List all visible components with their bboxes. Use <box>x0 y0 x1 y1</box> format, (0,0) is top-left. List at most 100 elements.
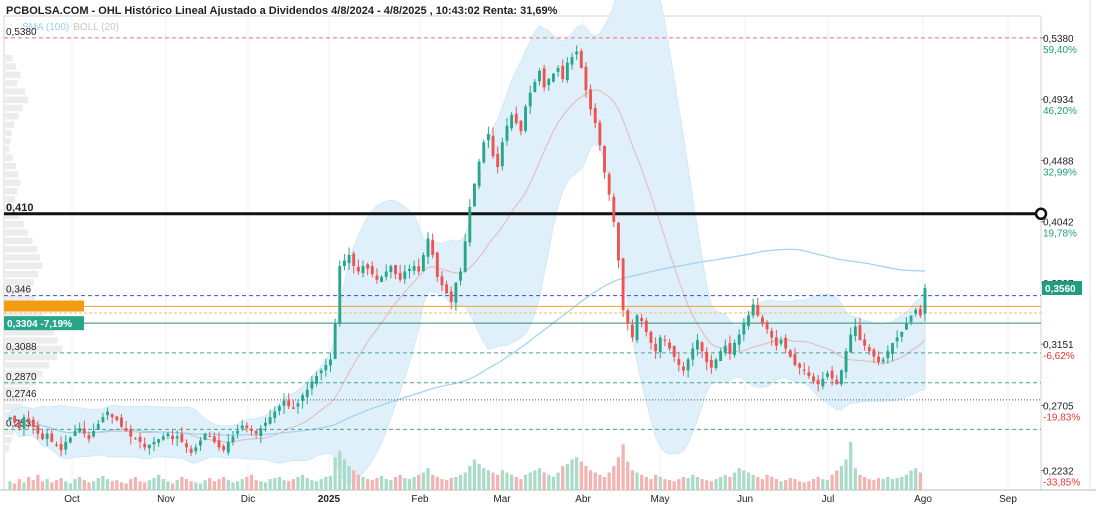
volume-bar <box>556 472 560 490</box>
candle-body <box>287 400 291 407</box>
volume-bar <box>825 480 830 490</box>
volume-bar <box>802 482 806 490</box>
volume-bar <box>890 479 895 490</box>
candle-body <box>45 433 49 440</box>
candle-body <box>923 287 927 314</box>
volume-bar <box>858 474 862 490</box>
volume-bar <box>73 479 77 490</box>
volume-bar <box>319 479 323 490</box>
y-pct-label: -33,85% <box>1043 477 1080 488</box>
volume-bar <box>314 481 319 490</box>
candle-body <box>774 337 778 346</box>
candle-body <box>315 375 318 384</box>
volume-bar <box>691 474 695 490</box>
candle-body <box>565 62 569 81</box>
volume-profile-bar <box>4 229 29 236</box>
volume-bar <box>584 466 588 490</box>
candle-body <box>760 317 764 324</box>
volume-bar <box>463 472 467 490</box>
volume-bar <box>231 482 235 490</box>
candle-body <box>695 340 699 350</box>
level-label: 0,410 <box>6 202 34 214</box>
volume-bar <box>235 481 240 490</box>
volume-bar <box>542 472 546 490</box>
volume-bar <box>273 478 277 490</box>
volume-bar <box>370 480 374 490</box>
volume-bar <box>54 480 59 490</box>
x-tick-label: Jun <box>737 494 753 505</box>
x-tick-label: Ago <box>914 494 932 505</box>
candle-body <box>914 309 918 314</box>
volume-bar <box>124 483 128 490</box>
candle-body <box>863 339 867 346</box>
volume-bar <box>700 479 704 490</box>
candle-body <box>431 239 435 255</box>
volume-bar <box>208 478 212 490</box>
volume-bar <box>760 479 765 490</box>
x-tick-label: Oct <box>64 494 80 505</box>
candle-body <box>435 252 439 277</box>
candle-body <box>22 417 26 429</box>
volume-bar <box>119 482 124 490</box>
candle-body <box>904 323 908 330</box>
volume-profile-bar <box>4 55 13 62</box>
candle-body <box>421 255 425 272</box>
candle-body <box>593 107 597 124</box>
volume-bar <box>900 476 904 490</box>
volume-bar <box>784 480 788 490</box>
volume-bar <box>366 479 370 490</box>
candle-body <box>459 271 462 281</box>
volume-bar <box>407 479 412 490</box>
candle-body <box>463 241 467 272</box>
indicator-legend: SMA (100) BOLL (20) <box>22 22 119 33</box>
candle-body <box>872 349 876 357</box>
candle-body <box>398 272 402 280</box>
volume-bar <box>91 481 96 490</box>
candle-body <box>709 359 713 368</box>
chart-title: PCBOLSA.COM - OHL Histórico Lineal Ajust… <box>6 5 558 17</box>
candle-body <box>491 135 495 157</box>
volume-profile-bar <box>4 270 39 278</box>
candle-body <box>347 255 351 264</box>
volume-bar <box>133 476 138 490</box>
candle-body <box>384 271 388 277</box>
x-tick-label: Nov <box>157 494 175 505</box>
volume-bar <box>914 468 918 490</box>
volume-bar <box>770 476 774 490</box>
volume-bar <box>839 466 844 490</box>
candle-body <box>733 342 737 355</box>
volume-bar <box>537 468 542 490</box>
candle-body <box>510 114 514 129</box>
volume-bar <box>342 459 347 490</box>
candle-body <box>120 417 123 427</box>
candle-body <box>640 318 644 321</box>
volume-bar <box>189 481 193 490</box>
candle-body <box>64 441 68 450</box>
candle-body <box>514 113 518 124</box>
volume-bar <box>588 470 593 490</box>
volume-profile-bar <box>4 79 18 87</box>
volume-bar <box>575 457 579 490</box>
volume-bar <box>454 476 458 490</box>
volume-bar <box>78 476 82 490</box>
volume-bar <box>844 459 848 490</box>
candle-body <box>115 416 119 420</box>
volume-profile-bar <box>4 345 63 352</box>
volume-profile-bar <box>4 403 23 411</box>
volume-bar <box>551 476 556 490</box>
volume-bar <box>816 476 820 490</box>
volume-bar <box>291 479 295 490</box>
candle-body <box>719 351 723 361</box>
candle-body <box>27 418 31 423</box>
volume-bar <box>328 475 333 490</box>
candle-body <box>737 334 741 345</box>
volume-bar <box>45 479 49 490</box>
volume-bar <box>64 481 68 490</box>
volume-profile-bar <box>4 436 12 444</box>
volume-bar <box>240 479 244 490</box>
candle-body <box>82 428 86 434</box>
candle-body <box>765 322 769 330</box>
candle-body <box>844 351 848 372</box>
candle-body <box>375 275 379 280</box>
candle-body <box>217 440 221 448</box>
